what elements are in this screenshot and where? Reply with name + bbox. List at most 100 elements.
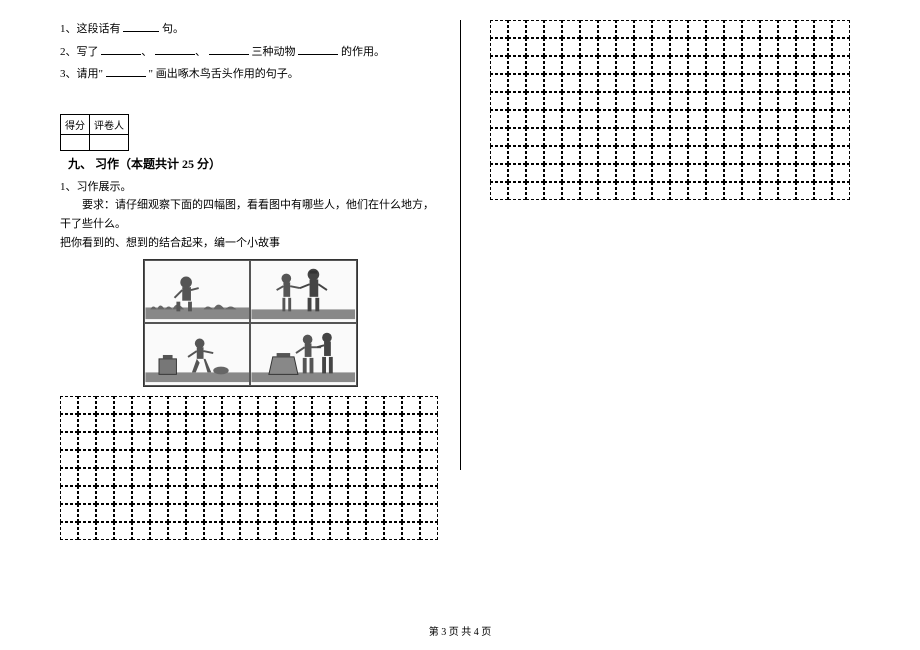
grid-cell[interactable] [706,110,724,128]
grid-cell[interactable] [526,182,544,200]
grid-cell[interactable] [60,486,78,504]
grid-cell[interactable] [598,56,616,74]
grid-cell[interactable] [616,128,634,146]
grid-cell[interactable] [796,92,814,110]
grid-cell[interactable] [150,414,168,432]
grid-cell[interactable] [688,146,706,164]
grid-cell[interactable] [706,146,724,164]
grid-cell[interactable] [724,182,742,200]
grid-cell[interactable] [688,110,706,128]
grid-cell[interactable] [616,164,634,182]
grid-cell[interactable] [688,38,706,56]
grid-cell[interactable] [544,74,562,92]
grid-cell[interactable] [634,56,652,74]
grid-cell[interactable] [420,396,438,414]
score-cell-2[interactable] [90,134,129,150]
grid-cell[interactable] [276,396,294,414]
grid-cell[interactable] [402,504,420,522]
grid-cell[interactable] [778,20,796,38]
grid-cell[interactable] [724,164,742,182]
grid-cell[interactable] [508,164,526,182]
grid-cell[interactable] [276,468,294,486]
grid-cell[interactable] [634,164,652,182]
grid-cell[interactable] [706,92,724,110]
grid-cell[interactable] [366,486,384,504]
q2-blank-3[interactable] [209,43,249,55]
grid-cell[interactable] [580,20,598,38]
grid-cell[interactable] [294,468,312,486]
grid-cell[interactable] [508,20,526,38]
grid-cell[interactable] [204,486,222,504]
grid-cell[interactable] [78,432,96,450]
grid-cell[interactable] [634,20,652,38]
grid-cell[interactable] [330,396,348,414]
grid-cell[interactable] [832,182,850,200]
grid-cell[interactable] [114,486,132,504]
grid-cell[interactable] [402,468,420,486]
grid-cell[interactable] [402,522,420,540]
grid-cell[interactable] [186,468,204,486]
grid-cell[interactable] [96,468,114,486]
grid-cell[interactable] [294,504,312,522]
q2-blank-4[interactable] [298,43,338,55]
grid-cell[interactable] [580,92,598,110]
grid-cell[interactable] [420,468,438,486]
grid-cell[interactable] [258,504,276,522]
grid-cell[interactable] [598,74,616,92]
grid-cell[interactable] [760,56,778,74]
grid-cell[interactable] [742,110,760,128]
writing-grid-left[interactable] [60,397,438,541]
grid-cell[interactable] [832,92,850,110]
grid-cell[interactable] [760,164,778,182]
grid-cell[interactable] [742,20,760,38]
grid-cell[interactable] [526,110,544,128]
grid-cell[interactable] [402,432,420,450]
grid-cell[interactable] [222,432,240,450]
grid-cell[interactable] [544,110,562,128]
grid-cell[interactable] [580,128,598,146]
grid-cell[interactable] [490,146,508,164]
grid-cell[interactable] [330,450,348,468]
grid-cell[interactable] [114,432,132,450]
grid-cell[interactable] [706,164,724,182]
grid-cell[interactable] [742,92,760,110]
grid-cell[interactable] [132,522,150,540]
grid-cell[interactable] [724,38,742,56]
grid-cell[interactable] [312,414,330,432]
grid-cell[interactable] [562,182,580,200]
grid-cell[interactable] [796,20,814,38]
grid-cell[interactable] [688,74,706,92]
grid-cell[interactable] [276,432,294,450]
grid-cell[interactable] [742,146,760,164]
grid-cell[interactable] [634,110,652,128]
grid-cell[interactable] [724,128,742,146]
q2-blank-2[interactable] [155,43,195,55]
grid-cell[interactable] [598,182,616,200]
grid-cell[interactable] [96,414,114,432]
grid-cell[interactable] [526,128,544,146]
grid-cell[interactable] [724,92,742,110]
grid-cell[interactable] [366,396,384,414]
grid-cell[interactable] [366,504,384,522]
grid-cell[interactable] [168,432,186,450]
grid-cell[interactable] [258,396,276,414]
grid-cell[interactable] [114,414,132,432]
grid-cell[interactable] [670,164,688,182]
grid-cell[interactable] [634,92,652,110]
grid-cell[interactable] [724,20,742,38]
grid-cell[interactable] [276,504,294,522]
grid-cell[interactable] [276,486,294,504]
grid-cell[interactable] [348,504,366,522]
grid-cell[interactable] [724,146,742,164]
grid-cell[interactable] [616,56,634,74]
grid-cell[interactable] [330,414,348,432]
grid-cell[interactable] [832,164,850,182]
grid-cell[interactable] [760,110,778,128]
grid-cell[interactable] [580,56,598,74]
grid-cell[interactable] [688,128,706,146]
grid-cell[interactable] [778,38,796,56]
grid-cell[interactable] [204,450,222,468]
grid-cell[interactable] [544,92,562,110]
grid-cell[interactable] [670,92,688,110]
grid-cell[interactable] [742,38,760,56]
